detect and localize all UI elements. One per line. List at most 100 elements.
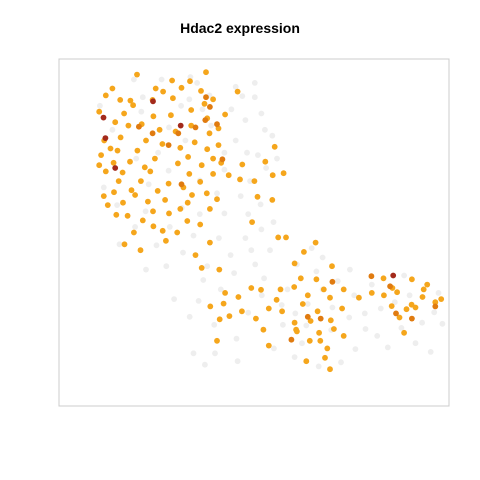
data-point-mid [191, 139, 198, 146]
data-point-mid [324, 345, 331, 352]
data-point-mid [192, 252, 199, 258]
data-point-low [347, 266, 353, 273]
data-point-mid [394, 289, 400, 296]
data-point-mid [159, 227, 166, 234]
data-point-low [234, 358, 241, 365]
data-point-mid [110, 159, 117, 166]
data-point-high [202, 117, 209, 123]
data-point-mid [117, 97, 124, 103]
data-point-high [178, 181, 185, 188]
data-point-mid [222, 290, 229, 296]
data-point-mid [165, 180, 172, 187]
data-point-high [387, 283, 393, 290]
data-point-mid [291, 284, 298, 290]
data-point-low [431, 309, 438, 316]
data-point-low [242, 117, 249, 123]
data-point-mid [150, 223, 157, 230]
data-point-low [232, 83, 239, 90]
data-point-high [214, 121, 220, 128]
data-point-mid [403, 306, 410, 313]
data-point-mid [162, 197, 169, 203]
data-point-low [419, 319, 425, 326]
data-point-low [391, 299, 398, 306]
data-point-high [409, 315, 415, 322]
data-point-mid [265, 342, 272, 349]
data-point-low [374, 333, 381, 339]
data-point-low [228, 106, 235, 113]
data-point-mid [156, 126, 163, 133]
data-point-mid [235, 294, 242, 300]
data-point-low [252, 261, 259, 268]
data-point-low [163, 263, 170, 270]
data-point-low [251, 94, 258, 101]
data-point-mid [160, 88, 167, 95]
data-point-low [346, 314, 353, 321]
data-point-low [166, 124, 172, 131]
data-point-mid [312, 239, 319, 246]
data-point-mid [147, 168, 154, 175]
data-point-mid [207, 303, 214, 310]
data-point-mid [145, 198, 151, 205]
data-point-low [338, 359, 344, 366]
data-point-mid [234, 88, 241, 95]
data-point-low [257, 201, 264, 208]
data-point-mid [340, 333, 347, 339]
data-point-low [196, 211, 203, 218]
data-point-mid [150, 208, 156, 215]
data-point-mid [210, 155, 217, 162]
data-point-mid [198, 265, 205, 271]
data-point-mid [253, 315, 259, 322]
data-point-low [195, 298, 202, 304]
data-point-mid [258, 286, 264, 293]
data-point-mid [166, 210, 172, 217]
data-point-low [182, 137, 189, 144]
data-point-mid [207, 239, 213, 246]
data-point-low [132, 224, 139, 230]
data-point-mid [104, 202, 111, 209]
data-point-mid [131, 229, 137, 236]
data-point-low [171, 296, 178, 302]
data-point-mid [304, 292, 311, 299]
data-point-mid [169, 77, 176, 84]
data-point-mid [409, 276, 415, 283]
data-point-low [153, 242, 160, 249]
data-point-mid [316, 329, 322, 336]
data-point-low [142, 208, 149, 215]
data-point-mid [327, 366, 333, 373]
data-point-mid [239, 308, 245, 315]
data-point-mid [251, 178, 258, 185]
data-point-low [303, 322, 310, 329]
data-point-low [401, 272, 407, 279]
data-point-high [288, 336, 295, 343]
data-point-mid [141, 164, 148, 171]
data-point-mid [128, 187, 135, 194]
data-point-low [208, 122, 215, 129]
data-point-mid [112, 119, 119, 126]
data-point-low [237, 193, 244, 200]
data-point-low [245, 211, 252, 218]
data-point-mid [214, 337, 220, 344]
data-point-mid [327, 294, 333, 301]
data-point-low [145, 181, 152, 188]
data-point-mid [175, 160, 181, 167]
data-point-low [217, 286, 224, 293]
data-point-mid [178, 84, 185, 91]
data-point-mid [438, 296, 445, 302]
data-point-low [267, 247, 273, 254]
data-point-mid [271, 143, 278, 150]
data-point-low [239, 93, 246, 99]
data-point-mid [273, 296, 280, 303]
data-point-mid [207, 206, 213, 212]
data-point-low [291, 354, 298, 360]
data-point-mid [222, 111, 229, 118]
data-point-mid [134, 71, 140, 78]
data-point-low [190, 350, 197, 357]
data-point-low [199, 106, 206, 113]
data-point-mid [239, 161, 246, 168]
data-point-low [131, 76, 137, 83]
data-point-mid [220, 300, 227, 307]
data-point-max [100, 114, 107, 121]
data-point-low [216, 235, 222, 242]
data-point-mid [163, 237, 169, 244]
data-point-low [315, 363, 322, 370]
